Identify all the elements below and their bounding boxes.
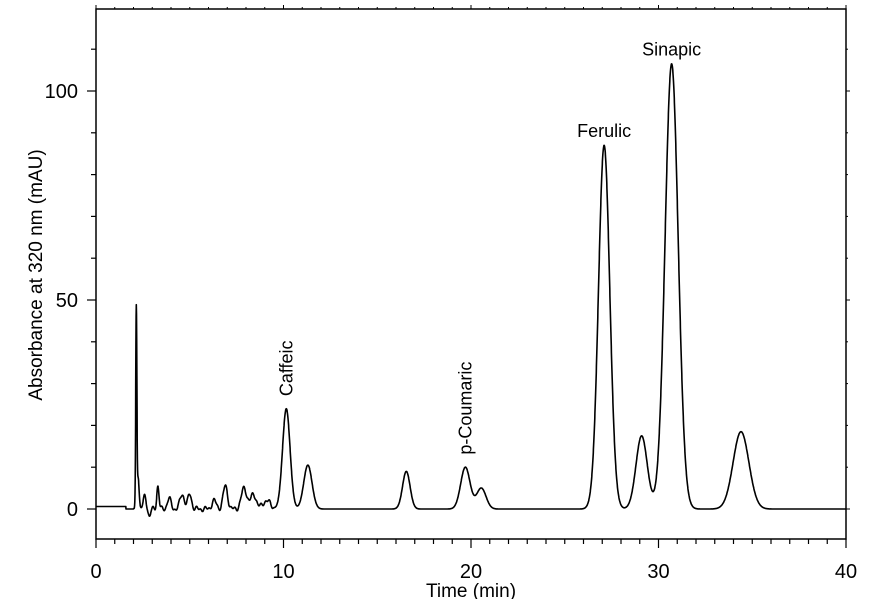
peak-label: Caffeic — [276, 340, 296, 396]
y-tick-label: 100 — [45, 81, 78, 103]
tick-marks — [87, 5, 850, 548]
x-tick-label: 20 — [460, 561, 482, 583]
chromatogram-trace — [95, 63, 847, 517]
x-axis-title: Time (min) — [426, 581, 516, 599]
x-tick-label: 10 — [272, 561, 294, 583]
peak-label: p-Coumaric — [455, 362, 475, 455]
peak-labels: Caffeic p-Coumaric Ferulic Sinapic — [276, 39, 701, 454]
y-tick-label: 50 — [56, 290, 78, 312]
y-axis-title: Absorbance at 320 nm (mAU) — [26, 149, 47, 400]
peak-label: Sinapic — [642, 39, 701, 59]
tick-labels: 0 10 20 30 40 0 50 100 — [45, 81, 858, 583]
peak-label: Ferulic — [577, 121, 631, 141]
x-tick-label: 40 — [835, 561, 857, 583]
x-tick-label: 0 — [90, 561, 101, 583]
y-tick-label: 0 — [67, 499, 78, 521]
x-tick-label: 30 — [647, 561, 669, 583]
